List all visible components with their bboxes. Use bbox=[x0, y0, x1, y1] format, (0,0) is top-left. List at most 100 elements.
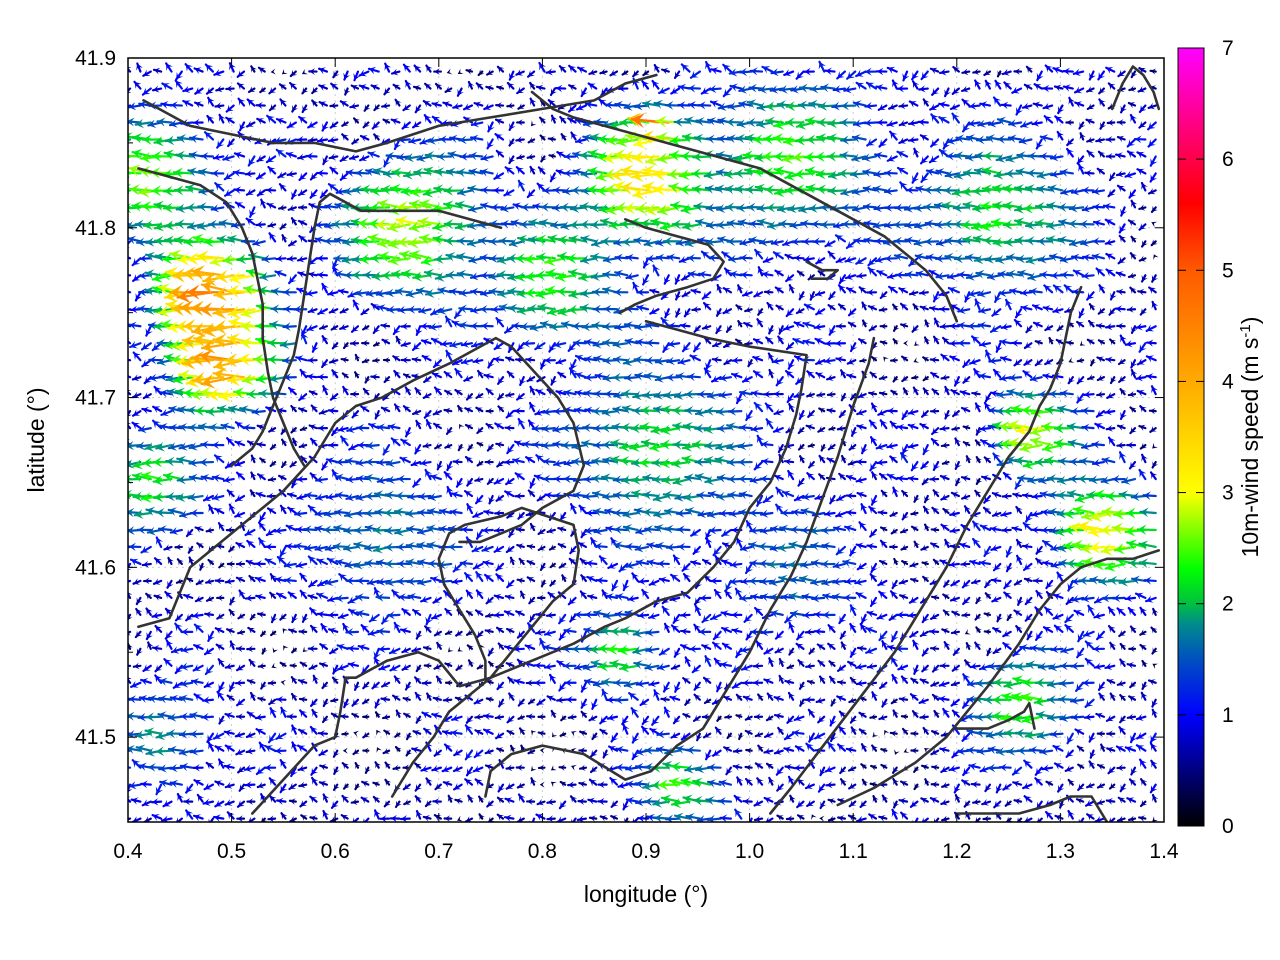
wind-vector bbox=[977, 119, 992, 128]
wind-vector bbox=[940, 441, 950, 449]
wind-vector bbox=[255, 172, 266, 180]
wind-vector bbox=[656, 662, 670, 671]
wind-vector bbox=[731, 627, 743, 635]
wind-vector bbox=[1052, 66, 1064, 74]
wind-vector bbox=[353, 560, 370, 570]
wind-vector bbox=[890, 389, 898, 397]
wind-vector bbox=[351, 712, 360, 720]
wind-vector bbox=[474, 609, 484, 617]
wind-vector bbox=[526, 543, 536, 551]
wind-vector bbox=[1013, 318, 1023, 328]
wind-vector bbox=[378, 663, 391, 671]
wind-vector bbox=[818, 60, 826, 73]
wind-vector bbox=[748, 83, 764, 93]
wind-vector bbox=[763, 647, 774, 655]
wind-vector bbox=[1076, 376, 1085, 385]
wind-vector bbox=[449, 508, 463, 517]
wind-vector bbox=[848, 443, 857, 451]
wind-vector bbox=[745, 630, 754, 641]
wind-vector bbox=[627, 594, 639, 603]
wind-vector bbox=[289, 81, 297, 90]
wind-vector bbox=[849, 647, 858, 658]
wind-vector bbox=[634, 543, 650, 553]
wind-vector bbox=[1029, 374, 1043, 383]
wind-vector bbox=[334, 491, 349, 500]
wind-vector bbox=[1005, 153, 1023, 163]
wind-vector bbox=[1097, 70, 1106, 81]
wind-vector bbox=[250, 471, 257, 481]
wind-vector bbox=[484, 628, 494, 635]
wind-vector bbox=[612, 339, 629, 349]
wind-vector bbox=[781, 490, 795, 499]
wind-vector bbox=[614, 695, 629, 705]
wind-vector bbox=[1046, 474, 1064, 484]
wind-vector bbox=[772, 425, 784, 433]
wind-vector bbox=[497, 783, 505, 793]
wind-vector bbox=[180, 627, 194, 636]
wind-vector bbox=[1039, 270, 1054, 280]
wind-vector bbox=[692, 777, 712, 788]
wind-vector bbox=[360, 307, 370, 316]
wind-vector bbox=[215, 269, 246, 284]
wind-vector bbox=[861, 301, 868, 311]
wind-vector bbox=[217, 522, 226, 532]
wind-vector bbox=[548, 673, 557, 684]
wind-vector bbox=[1135, 323, 1147, 331]
wind-vector bbox=[197, 202, 215, 212]
wind-vector bbox=[645, 628, 660, 637]
wind-vector bbox=[836, 494, 847, 502]
wind-vector bbox=[726, 422, 743, 432]
wind-vector bbox=[837, 743, 847, 752]
wind-vector bbox=[621, 491, 639, 501]
wind-vector bbox=[290, 692, 298, 701]
wind-vector bbox=[1019, 441, 1043, 454]
y-axis-ticks: 41.541.641.741.841.9 bbox=[75, 47, 1164, 823]
wind-vector bbox=[479, 644, 485, 651]
wind-vector bbox=[602, 254, 619, 264]
wind-vector bbox=[1068, 96, 1076, 107]
wind-vector bbox=[387, 221, 411, 233]
wind-vector bbox=[339, 323, 349, 331]
wind-vector bbox=[309, 725, 318, 735]
wind-vector bbox=[662, 490, 681, 500]
wind-vector bbox=[737, 319, 744, 328]
wind-vector bbox=[548, 544, 556, 551]
wind-vector bbox=[1091, 440, 1106, 449]
wind-vector bbox=[806, 472, 815, 481]
wind-vectors bbox=[128, 60, 1159, 822]
wind-vector bbox=[642, 274, 650, 286]
wind-vector bbox=[1152, 816, 1158, 822]
wind-vector bbox=[677, 357, 691, 366]
wind-vector bbox=[128, 592, 133, 599]
wind-vector bbox=[364, 473, 380, 483]
wind-vector bbox=[717, 797, 733, 806]
wind-vector bbox=[175, 578, 183, 584]
contour-line bbox=[230, 192, 503, 467]
wind-vector bbox=[251, 407, 266, 416]
wind-vector bbox=[759, 526, 774, 535]
wind-vector bbox=[1138, 758, 1147, 769]
wind-vector bbox=[1118, 223, 1127, 234]
wind-vector bbox=[675, 308, 682, 318]
wind-vector bbox=[769, 85, 784, 94]
wind-vector bbox=[1116, 119, 1126, 126]
wind-vector bbox=[672, 715, 681, 725]
wind-vector bbox=[418, 306, 432, 315]
wind-vector bbox=[234, 510, 246, 518]
wind-vector bbox=[329, 166, 339, 175]
wind-vector bbox=[494, 118, 505, 126]
wind-vector bbox=[539, 359, 547, 370]
wind-vector bbox=[695, 764, 712, 774]
wind-vector bbox=[210, 169, 225, 178]
wind-vector bbox=[787, 469, 795, 481]
wind-vector bbox=[426, 524, 442, 534]
wind-vector bbox=[496, 796, 505, 804]
wind-vector bbox=[642, 99, 660, 110]
wind-vector bbox=[966, 322, 981, 331]
wind-vector bbox=[205, 87, 215, 95]
wind-vector bbox=[901, 560, 909, 567]
y-tick-label: 41.6 bbox=[75, 556, 116, 579]
wind-vector bbox=[919, 422, 929, 431]
wind-vector bbox=[886, 442, 898, 450]
wind-vector bbox=[1116, 441, 1126, 449]
